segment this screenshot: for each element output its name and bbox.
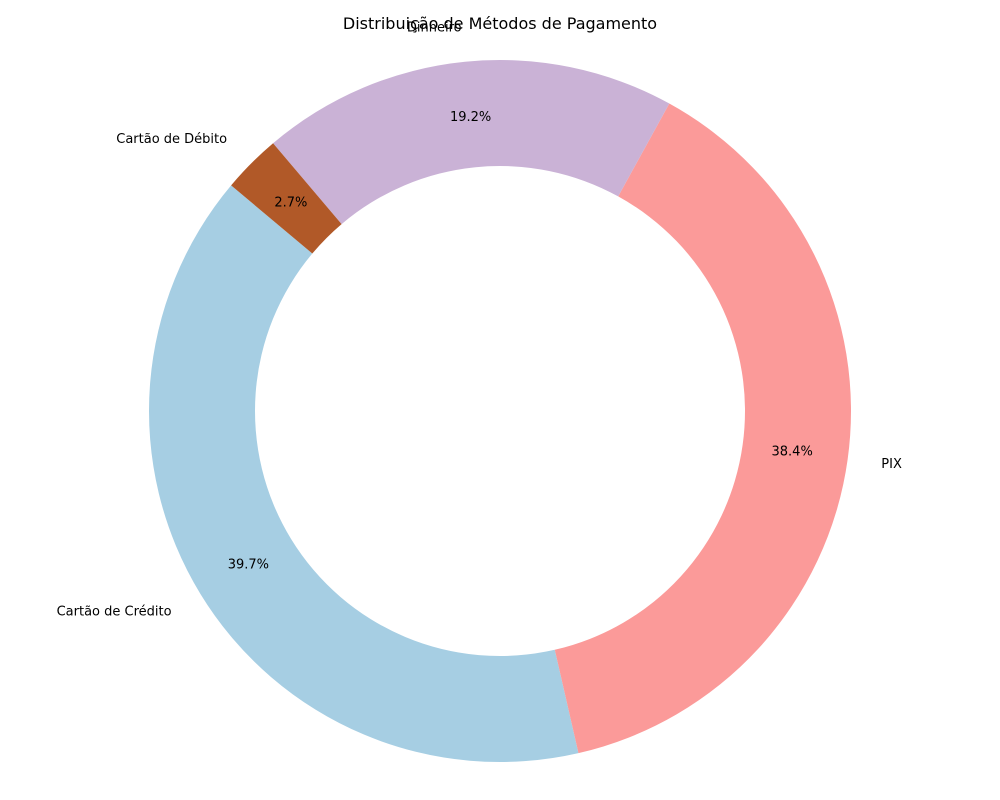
pct-label-3: 2.7% (274, 195, 307, 210)
chart-title: Distribuição de Métodos de Pagamento (343, 14, 657, 33)
slice-0 (148, 185, 579, 763)
slice-labels: Cartão de Crédito PIX Dinheiro Cartão de Dé… (57, 20, 902, 619)
pct-label-0: 39.7% (228, 557, 269, 572)
category-label-3: Cartão de Débito (116, 132, 227, 147)
donut-slices (148, 60, 851, 763)
slice-1 (554, 103, 851, 754)
slice-3 (231, 143, 342, 254)
category-label-0: Cartão de Crédito (57, 604, 172, 619)
slice-2 (273, 60, 670, 225)
category-label-1: PIX (881, 457, 902, 472)
category-label-2: Dinheiro (407, 20, 462, 35)
pct-label-2: 19.2% (450, 110, 491, 125)
percentage-labels: 39.7% 38.4% 19.2% 2.7% (228, 110, 813, 572)
pct-label-1: 38.4% (772, 444, 813, 459)
